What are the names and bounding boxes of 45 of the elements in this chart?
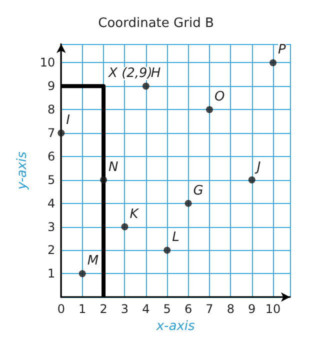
point — [78, 270, 86, 278]
point — [164, 246, 171, 254]
annotation: L — [172, 230, 180, 246]
annotation: J — [254, 160, 261, 175]
y-tick-label: 3 — [48, 220, 56, 234]
point — [58, 130, 65, 137]
annotation: I — [66, 113, 70, 128]
x-tick-label: 2 — [100, 302, 108, 316]
annotation: O — [214, 90, 225, 105]
y-tick-label: 4 — [48, 196, 56, 210]
y-tick-label: 6 — [48, 149, 56, 164]
y-tick-label: 5 — [48, 172, 56, 187]
x-tick-label: 4 — [142, 302, 150, 316]
annotation: N — [108, 160, 119, 175]
x-tick-label: 5 — [163, 302, 171, 316]
x-tick-label: 9 — [248, 302, 256, 316]
y-axis-title: y-axis — [15, 151, 30, 191]
point — [184, 200, 192, 207]
annotation: K — [130, 206, 140, 222]
point — [270, 59, 277, 66]
annotation: P — [278, 42, 286, 58]
annotation: X (2,9) — [108, 66, 152, 82]
point — [142, 82, 150, 90]
annotation: H — [150, 66, 161, 82]
point — [121, 223, 128, 230]
x-tick-label: 1 — [78, 302, 86, 316]
annotation: M — [87, 254, 99, 269]
x-axis-title: x-axis — [155, 319, 196, 334]
point — [248, 176, 256, 184]
x-tick-label: 6 — [184, 302, 192, 316]
chart-title: Coordinate Grid B — [98, 16, 214, 31]
point — [206, 106, 213, 114]
x-tick-label: 8 — [226, 302, 234, 316]
y-tick-label: 9 — [48, 79, 56, 94]
x-tick-label: 10 — [265, 302, 281, 316]
y-tick-label: 7 — [48, 126, 56, 140]
x-tick-label: 3 — [120, 302, 129, 316]
x-tick-label: 7 — [206, 302, 214, 316]
annotation: G — [193, 183, 204, 198]
x-tick-label: 0 — [57, 302, 65, 316]
y-tick-label: 1 — [48, 266, 56, 281]
y-tick-label: 10 — [40, 56, 56, 70]
y-tick-label: 2 — [48, 243, 56, 258]
point — [100, 176, 108, 184]
y-tick-label: 8 — [48, 102, 56, 117]
